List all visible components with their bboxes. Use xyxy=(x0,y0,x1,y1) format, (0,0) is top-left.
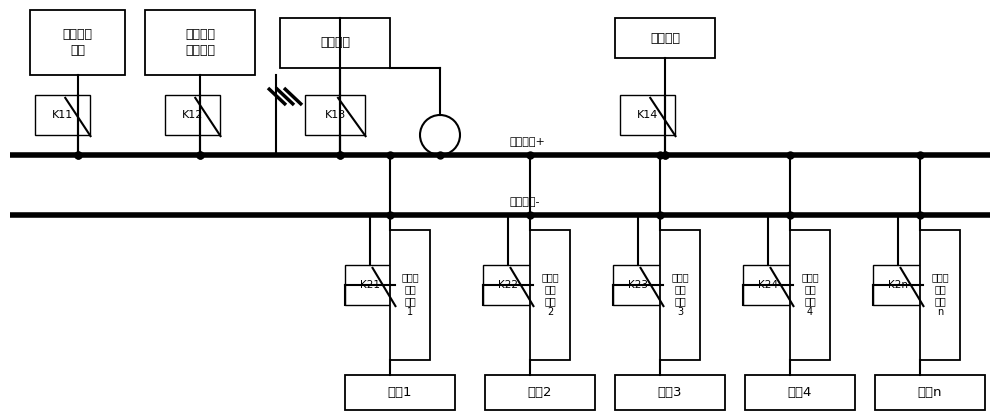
Text: 双向预
充电
模块
4: 双向预 充电 模块 4 xyxy=(801,272,819,317)
Text: 高压电源
输入: 高压电源 输入 xyxy=(62,28,92,56)
Text: 双向预
充电
模块
n: 双向预 充电 模块 n xyxy=(931,272,949,317)
Bar xyxy=(615,18,715,58)
Text: 储能单元
超级电容: 储能单元 超级电容 xyxy=(185,28,215,56)
Text: 双向预
充电
模块
2: 双向预 充电 模块 2 xyxy=(541,272,559,317)
Bar xyxy=(280,18,390,68)
Bar xyxy=(873,265,923,305)
Text: K14: K14 xyxy=(637,110,658,120)
Bar xyxy=(483,265,533,305)
Bar xyxy=(390,230,430,360)
Text: 负载2: 负载2 xyxy=(528,386,552,399)
Text: 双向预
充电
模块
1: 双向预 充电 模块 1 xyxy=(401,272,419,317)
Bar xyxy=(790,230,830,360)
Text: K23: K23 xyxy=(628,280,648,290)
Bar xyxy=(305,95,365,135)
Text: 双向预
充电
模块
3: 双向预 充电 模块 3 xyxy=(671,272,689,317)
Text: K21: K21 xyxy=(360,280,380,290)
Text: K24: K24 xyxy=(758,280,778,290)
Text: K11: K11 xyxy=(52,110,73,120)
Bar xyxy=(743,265,793,305)
Text: 安全监控: 安全监控 xyxy=(320,37,350,49)
Bar xyxy=(615,375,725,410)
Text: 高压母线-: 高压母线- xyxy=(510,197,540,207)
Bar xyxy=(30,10,125,75)
Bar xyxy=(920,230,960,360)
Bar xyxy=(745,375,855,410)
Bar xyxy=(875,375,985,410)
Text: K2n: K2n xyxy=(888,280,908,290)
Bar xyxy=(660,230,700,360)
Bar xyxy=(35,95,90,135)
Text: K12: K12 xyxy=(182,110,203,120)
Bar xyxy=(613,265,663,305)
Text: 放电装置: 放电装置 xyxy=(650,32,680,44)
Bar xyxy=(485,375,595,410)
Text: 负载n: 负载n xyxy=(918,386,942,399)
Bar xyxy=(530,230,570,360)
Bar xyxy=(145,10,255,75)
Bar xyxy=(345,375,455,410)
Bar xyxy=(620,95,675,135)
Text: 负载4: 负载4 xyxy=(788,386,812,399)
Bar xyxy=(165,95,220,135)
Text: K22: K22 xyxy=(498,280,518,290)
Text: K13: K13 xyxy=(324,110,346,120)
Bar xyxy=(345,265,395,305)
Text: 负载1: 负载1 xyxy=(388,386,412,399)
Text: 高压母线+: 高压母线+ xyxy=(510,137,546,147)
Text: 负载3: 负载3 xyxy=(658,386,682,399)
